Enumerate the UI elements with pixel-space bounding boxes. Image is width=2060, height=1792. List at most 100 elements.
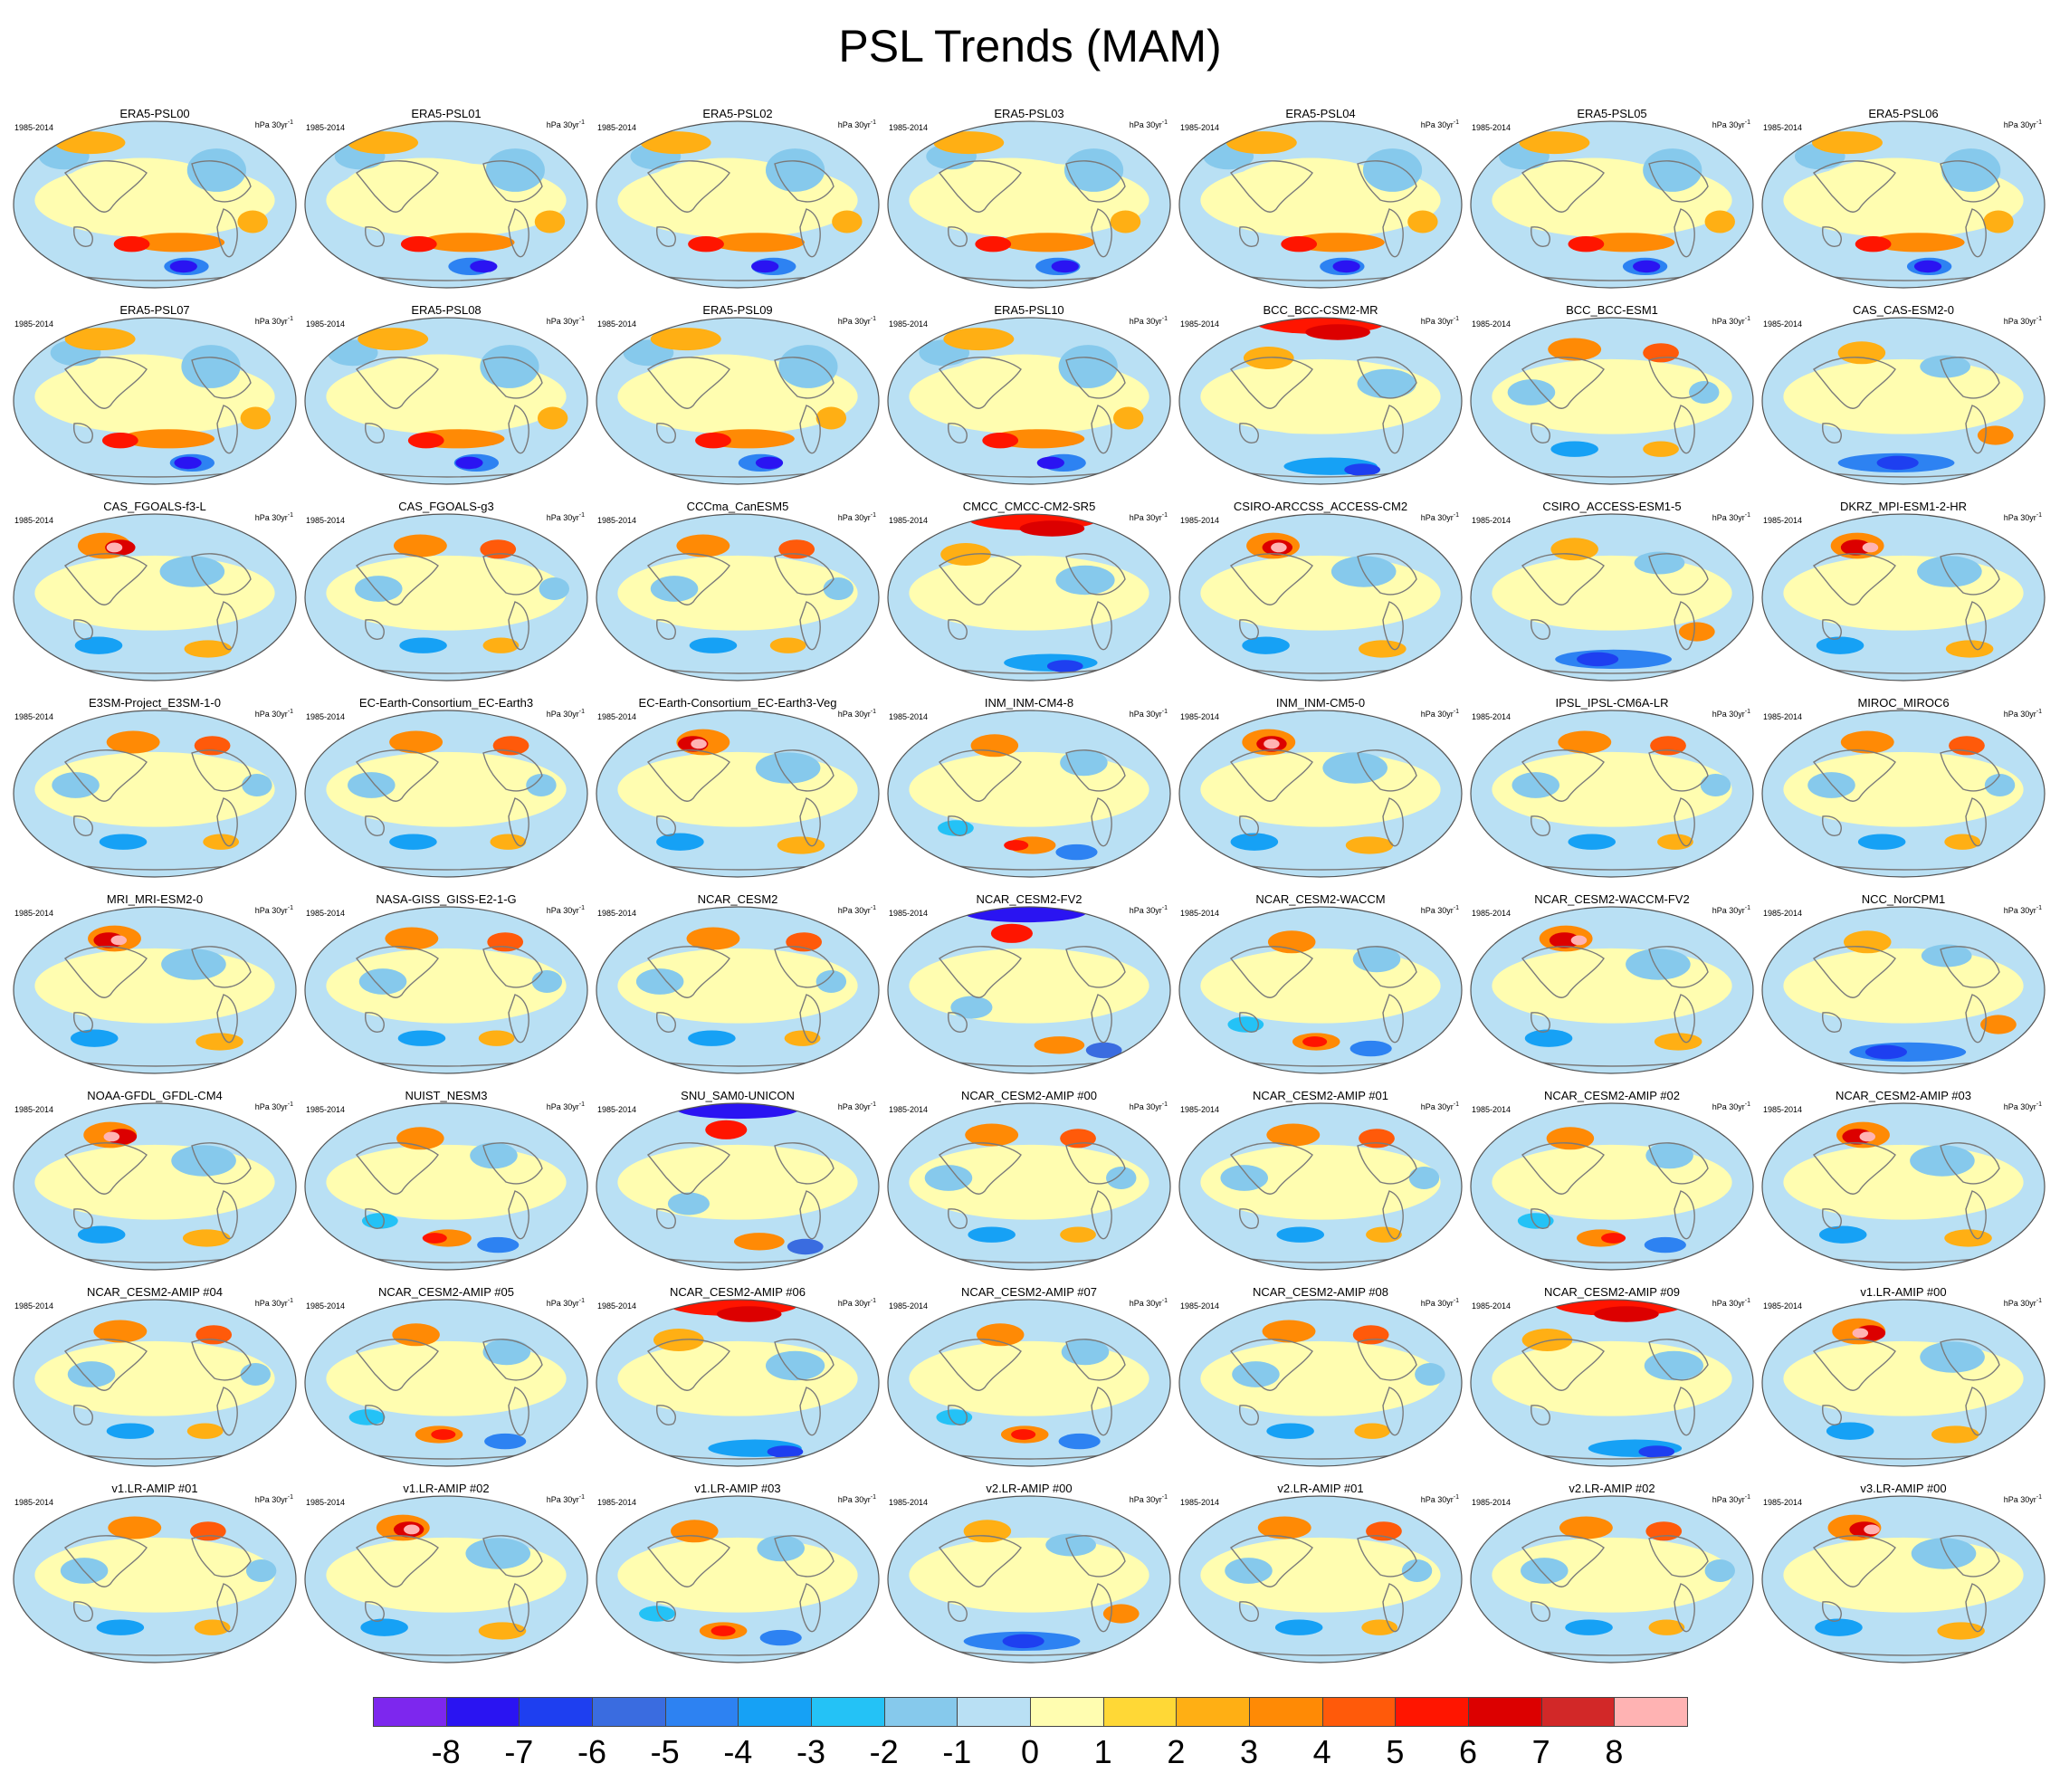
map-panel: EC-Earth-Consortium_EC-Earth3 1985-2014 hP… (300, 689, 592, 885)
panel-units-exponent: -1 (1744, 512, 1750, 519)
trend-anomaly-contour (361, 1213, 398, 1229)
coastline (365, 1405, 385, 1425)
trend-anomaly-contour (1807, 772, 1855, 798)
trend-anomaly-contour (691, 739, 707, 749)
map-panel: NCAR_CESM2-AMIP #03 1985-2014 hPa 30yr-1 (1758, 1082, 2049, 1278)
panel-units: hPa 30yr-1 (1130, 512, 1168, 522)
trend-anomaly-contour (1578, 382, 1658, 420)
coastline (1648, 357, 1709, 399)
trend-anomaly-contour (1110, 210, 1141, 234)
map-border (1470, 710, 1754, 878)
panel-title: NUIST_NESM3 (405, 1089, 488, 1102)
map-panel: ERA5-PSL05 1985-2014 hPa 30yr-1 (1466, 100, 1758, 296)
panel-units-exponent: -1 (870, 709, 876, 715)
trend-anomaly-contour (1846, 1568, 1941, 1608)
trend-anomaly-contour (1225, 1558, 1273, 1584)
trend-map (596, 317, 880, 485)
trend-anomaly-contour (480, 345, 539, 388)
trend-anomaly-contour (1036, 456, 1064, 470)
panel-period: 1985-2014 (597, 909, 637, 918)
trend-anomaly-contour (1815, 1618, 1863, 1636)
trend-anomaly-contour (1648, 1619, 1685, 1635)
panel-period: 1985-2014 (1472, 319, 1512, 329)
trend-anomaly-contour (1289, 1560, 1369, 1598)
map-border (13, 1102, 297, 1271)
panel-title: NCAR_CESM2-AMIP #07 (960, 1285, 1098, 1299)
map-panel: CAS_CAS-ESM2-0 1985-2014 hPa 30yr-1 (1758, 296, 2049, 492)
trend-anomaly-contour (711, 233, 805, 253)
coastline (1091, 208, 1112, 258)
panel-units-exponent: -1 (287, 1298, 293, 1304)
panel-units-text: hPa 30yr (254, 906, 288, 915)
panel-title: NCAR_CESM2-AMIP #03 (1835, 1089, 1972, 1102)
trend-anomaly-contour (1361, 1619, 1398, 1635)
panel-units: hPa 30yr-1 (1130, 119, 1168, 129)
panel-period: 1985-2014 (597, 712, 637, 721)
panel-units-text: hPa 30yr (1712, 317, 1745, 326)
coastline (1674, 1190, 1695, 1240)
trend-anomaly-contour (1264, 739, 1280, 749)
coastline (1065, 749, 1126, 792)
trend-anomaly-contour (1004, 840, 1029, 851)
trend-anomaly-contour (924, 1165, 973, 1191)
panel-period: 1985-2014 (14, 516, 54, 525)
trend-anomaly-contour (194, 1619, 231, 1635)
coastline (1940, 1535, 2000, 1578)
coastline (948, 619, 968, 640)
coastline (216, 1190, 238, 1240)
trend-anomaly-contour (667, 1192, 711, 1215)
panel-units-text: hPa 30yr (1420, 1299, 1454, 1308)
trend-anomaly-contour (769, 637, 806, 653)
trend-anomaly-contour (776, 1153, 826, 1186)
trend-anomaly-contour (1644, 1350, 1703, 1381)
trend-anomaly-contour (1920, 355, 1970, 378)
coastline (1531, 619, 1550, 640)
trend-anomaly-contour (1366, 1226, 1402, 1243)
trend-anomaly-contour (1864, 1044, 1907, 1060)
map-panel: NCAR_CESM2-AMIP #01 1985-2014 hPa 30yr-1 (1175, 1082, 1466, 1278)
panel-title: ERA5-PSL00 (119, 107, 190, 120)
panel-units-text: hPa 30yr (2003, 710, 2036, 719)
coastline (938, 1142, 1022, 1195)
map-border (1761, 1299, 2046, 1467)
trend-anomaly-contour (1002, 1634, 1044, 1649)
panel-period: 1985-2014 (597, 319, 637, 329)
trend-anomaly-contour (431, 1429, 456, 1440)
panel-title: NOAA-GFDL_GFDL-CM4 (87, 1089, 223, 1102)
panel-period: 1985-2014 (889, 319, 929, 329)
panel-period: 1985-2014 (1763, 712, 1803, 721)
trend-anomaly-contour (1837, 1371, 1932, 1412)
trend-map (1761, 1299, 2046, 1467)
trend-anomaly-contour (1106, 1167, 1137, 1189)
panel-units-exponent: -1 (287, 512, 293, 519)
panel-units: hPa 30yr-1 (838, 905, 876, 915)
panel-period: 1985-2014 (14, 319, 54, 329)
map-panel: NCAR_CESM2-AMIP #02 1985-2014 hPa 30yr-1 (1466, 1082, 1758, 1278)
panel-title: SNU_SAM0-UNICON (681, 1089, 795, 1102)
trend-anomaly-contour (77, 1225, 126, 1244)
map-border (596, 906, 880, 1074)
trend-anomaly-contour (1302, 1036, 1328, 1047)
trend-anomaly-contour (417, 971, 498, 1009)
coastline (646, 1142, 730, 1195)
panel-units-exponent: -1 (287, 1101, 293, 1108)
coastline (1531, 226, 1550, 247)
coastline (1812, 160, 1896, 213)
coastline (1674, 1583, 1695, 1633)
coastline (191, 946, 252, 988)
trend-map (887, 1102, 1171, 1271)
trend-anomaly-contour (1060, 957, 1111, 989)
coastline (508, 994, 529, 1044)
trend-anomaly-contour (74, 636, 123, 654)
panel-units: hPa 30yr-1 (255, 905, 293, 915)
panel-units-text: hPa 30yr (2003, 120, 2036, 129)
map-border (13, 513, 297, 682)
coastline (774, 1339, 834, 1381)
map-border (1761, 120, 2046, 289)
trend-anomaly-contour (688, 1030, 736, 1046)
trend-anomaly-contour (181, 345, 241, 388)
trend-anomaly-contour (1579, 775, 1659, 813)
trend-map (1761, 710, 2046, 878)
panel-units-exponent: -1 (287, 1494, 293, 1501)
map-panel: NCAR_CESM2-AMIP #06 1985-2014 hPa 30yr-1 (592, 1278, 883, 1474)
